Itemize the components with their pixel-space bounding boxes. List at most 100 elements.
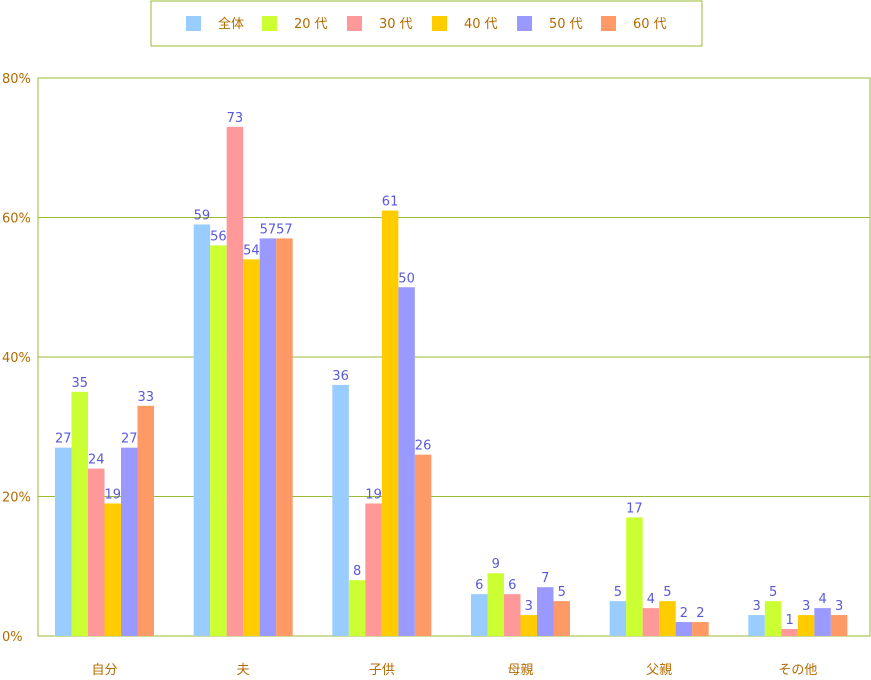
data-label: 57 (276, 222, 293, 237)
legend-swatch (517, 16, 532, 31)
y-axis-ticks: 0% 20% 40% 60% 80% (2, 72, 31, 645)
bar (137, 405, 154, 636)
legend-label: 20 代 (294, 17, 328, 32)
data-label: 1 (785, 613, 793, 628)
data-label: 3 (752, 599, 760, 614)
bar (609, 601, 627, 636)
data-label: 33 (137, 390, 154, 405)
bar (487, 573, 504, 636)
data-label: 2 (696, 606, 704, 621)
bar (414, 454, 432, 636)
bar (553, 601, 570, 636)
bar (332, 384, 349, 636)
bar (675, 622, 693, 636)
data-label: 59 (194, 208, 211, 223)
y-tick-label: 60% (2, 212, 31, 227)
y-tick-label: 0% (2, 630, 23, 645)
category-labels: 自分 夫 子供 母親 父親 その他 (91, 663, 817, 678)
bar (381, 210, 399, 636)
data-label: 2 (680, 606, 688, 621)
bar (398, 287, 415, 636)
data-label: 56 (210, 229, 227, 244)
bar (659, 601, 676, 636)
bar (276, 238, 293, 637)
bar (764, 601, 782, 636)
bar (210, 245, 227, 636)
data-label: 73 (227, 111, 244, 126)
bar (243, 259, 260, 636)
data-label: 50 (398, 271, 415, 286)
data-label: 6 (508, 578, 516, 593)
data-label: 27 (121, 432, 138, 447)
legend-label: 50 代 (549, 17, 583, 32)
bar (642, 608, 660, 636)
bar (104, 503, 121, 636)
y-tick-label: 80% (2, 72, 31, 87)
bars (55, 126, 848, 637)
bar (797, 615, 815, 636)
bar (748, 615, 765, 636)
bar (814, 608, 831, 636)
data-label: 4 (647, 592, 655, 607)
category-label: 母親 (507, 663, 533, 678)
legend: 全体 20 代 30 代 40 代 50 代 60 代 (150, 0, 703, 47)
data-label: 54 (243, 243, 260, 258)
plot-area (37, 77, 871, 637)
bar (520, 615, 537, 636)
bar (88, 468, 105, 636)
data-label: 3 (802, 599, 810, 614)
bar (626, 517, 643, 636)
bar (348, 580, 366, 636)
legend-swatch (186, 16, 201, 31)
bar (226, 126, 244, 636)
legend-label: 60 代 (633, 17, 667, 32)
bar (121, 447, 138, 636)
category-label: その他 (778, 663, 817, 678)
legend-swatch (347, 16, 362, 31)
bar (259, 238, 277, 637)
data-label: 26 (415, 439, 432, 454)
category-label: 子供 (369, 663, 395, 678)
data-label: 27 (55, 432, 72, 447)
legend-swatch (432, 16, 447, 31)
data-label: 57 (260, 222, 277, 237)
bar (71, 391, 88, 636)
data-label: 9 (492, 557, 500, 572)
data-label: 19 (104, 487, 121, 502)
category-label: 父親 (646, 663, 672, 678)
legend-label: 全体 (218, 16, 244, 32)
bar (830, 615, 848, 636)
data-label: 4 (818, 592, 826, 607)
legend-label: 30 代 (379, 17, 413, 32)
data-label: 19 (365, 487, 382, 502)
data-label: 5 (558, 585, 566, 600)
data-label: 5 (769, 585, 777, 600)
y-tick-label: 40% (2, 351, 31, 366)
data-label: 5 (663, 585, 671, 600)
category-label: 夫 (237, 663, 250, 678)
data-label: 61 (382, 195, 399, 210)
data-label: 3 (525, 599, 533, 614)
data-label: 5 (614, 585, 622, 600)
bar (55, 447, 72, 636)
category-label: 自分 (91, 663, 117, 678)
bar (193, 224, 211, 636)
bar (471, 594, 488, 636)
legend-swatch (262, 16, 277, 31)
gridlines (37, 77, 871, 637)
data-label: 7 (541, 571, 549, 586)
data-label: 36 (332, 369, 349, 384)
data-label: 6 (475, 578, 483, 593)
bar (537, 587, 554, 636)
bar (781, 629, 798, 636)
data-label: 3 (835, 599, 843, 614)
bar (504, 594, 521, 636)
bar (365, 503, 382, 636)
y-tick-label: 20% (2, 491, 31, 506)
data-label: 35 (71, 376, 88, 391)
data-label: 8 (353, 564, 361, 579)
data-label: 17 (626, 501, 643, 516)
data-label: 24 (88, 453, 105, 468)
